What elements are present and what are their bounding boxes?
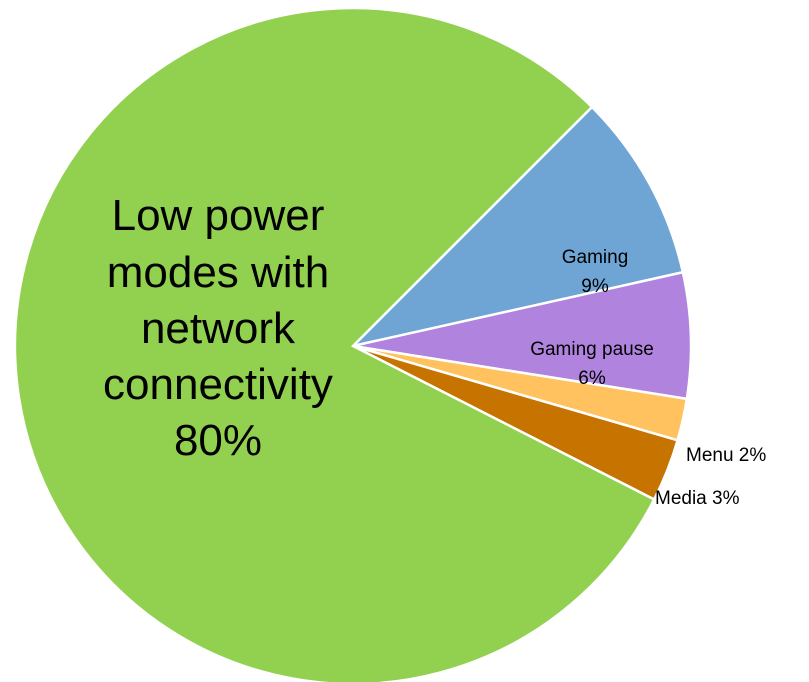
pie-slice-gaming-pause (352, 270, 693, 401)
pie-slice-gaming (349, 105, 685, 349)
label-low-power-line3: network (141, 304, 296, 353)
label-gaming-pause: Gaming pause 6% (530, 339, 654, 389)
label-low-power-line1: Low power (112, 191, 325, 240)
label-gaming: Gaming 9% (562, 247, 629, 297)
label-menu: Menu 2% (686, 445, 766, 466)
label-low-power-line4: connectivity (103, 360, 333, 409)
pie-slice-low-power-modes-with-network-connectivity (13, 6, 656, 682)
label-gaming-pause-value: 6% (578, 368, 606, 389)
label-gaming-value: 9% (581, 276, 609, 297)
label-media: Media 3% (655, 488, 740, 509)
label-low-power-value: 80% (174, 416, 262, 465)
pie-slices (13, 6, 693, 682)
label-low-power: Low power modes with network connectivit… (103, 191, 333, 465)
label-low-power-line2: modes with (107, 248, 330, 297)
label-gaming-name: Gaming (562, 247, 629, 268)
label-gaming-pause-name: Gaming pause (530, 339, 654, 360)
